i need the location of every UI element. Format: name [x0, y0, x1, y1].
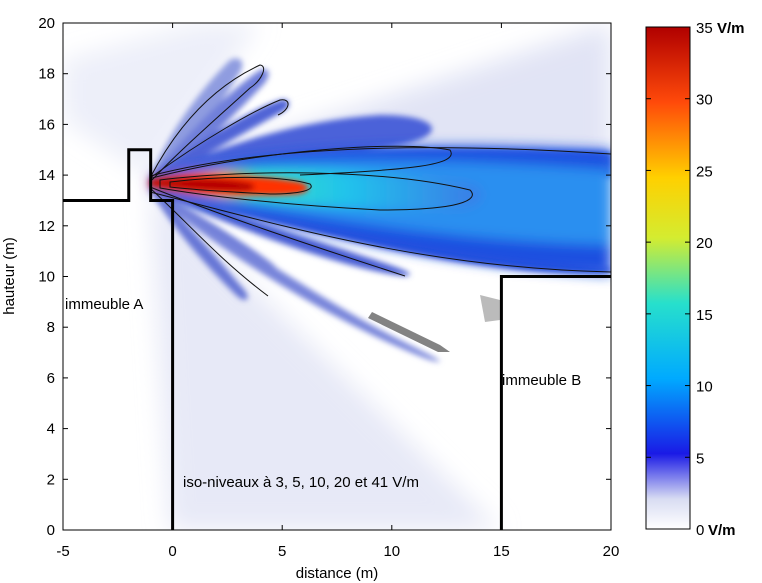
- building-outline-a: [63, 148, 175, 530]
- colorbar-tick-label: 10: [696, 379, 713, 396]
- y-tick-label: 20: [38, 15, 55, 32]
- y-tick-label: 4: [47, 421, 55, 438]
- y-tick-label: 6: [47, 370, 55, 387]
- colorbar-unit-label: V/m: [717, 20, 745, 37]
- y-tick-label: 16: [38, 116, 55, 133]
- faint-field-left: [63, 23, 260, 178]
- reflection-noise: [368, 295, 500, 352]
- x-axis-label: distance (m): [296, 565, 379, 582]
- iso-levels-note: iso-niveaux à 3, 5, 10, 20 et 41 V/m: [183, 474, 419, 491]
- y-tick-label: 14: [38, 167, 55, 184]
- colorbar-tick-label: 0: [696, 522, 704, 539]
- y-axis-ticks: 0 2 4 6 8 10 12 14 16 18 20: [38, 15, 611, 539]
- x-axis-ticks: -5 0 5 10 15 20: [56, 23, 619, 560]
- colorbar-tick-label: 25: [696, 163, 713, 180]
- x-tick-label: 5: [278, 543, 286, 560]
- building-outline-b: [499, 275, 611, 530]
- colorbar-tick-label: 5: [696, 450, 704, 467]
- field-lobes: [63, 23, 611, 530]
- x-tick-label: -5: [56, 543, 69, 560]
- y-tick-label: 0: [47, 522, 55, 539]
- iso-contours: [149, 64, 611, 297]
- x-tick-label: 0: [168, 543, 176, 560]
- building-b-label: immeuble B: [502, 372, 581, 389]
- colorbar-tick-label: 15: [696, 307, 713, 324]
- colorbar-gradient-bar: [645, 26, 691, 530]
- x-tick-label: 15: [493, 543, 510, 560]
- colorbar-tick-label: 20: [696, 235, 713, 252]
- y-tick-label: 18: [38, 66, 55, 83]
- x-tick-label: 20: [603, 543, 620, 560]
- x-tick-label: 10: [383, 543, 400, 560]
- colorbar-unit-label: V/m: [708, 522, 736, 539]
- y-tick-label: 12: [38, 218, 55, 235]
- buildings: [63, 148, 611, 530]
- y-tick-label: 8: [47, 319, 55, 336]
- side-lobe-1: [150, 58, 243, 180]
- y-axis-label: hauteur (m): [1, 237, 18, 315]
- building-a-label: immeuble A: [65, 296, 143, 313]
- colorbar-tick-label: 30: [696, 92, 713, 109]
- y-tick-label: 2: [47, 471, 55, 488]
- colorbar-tick-label: 35: [696, 20, 713, 37]
- y-tick-label: 10: [38, 269, 55, 286]
- side-lobe-3: [150, 99, 289, 182]
- side-lobe-9: [150, 188, 248, 300]
